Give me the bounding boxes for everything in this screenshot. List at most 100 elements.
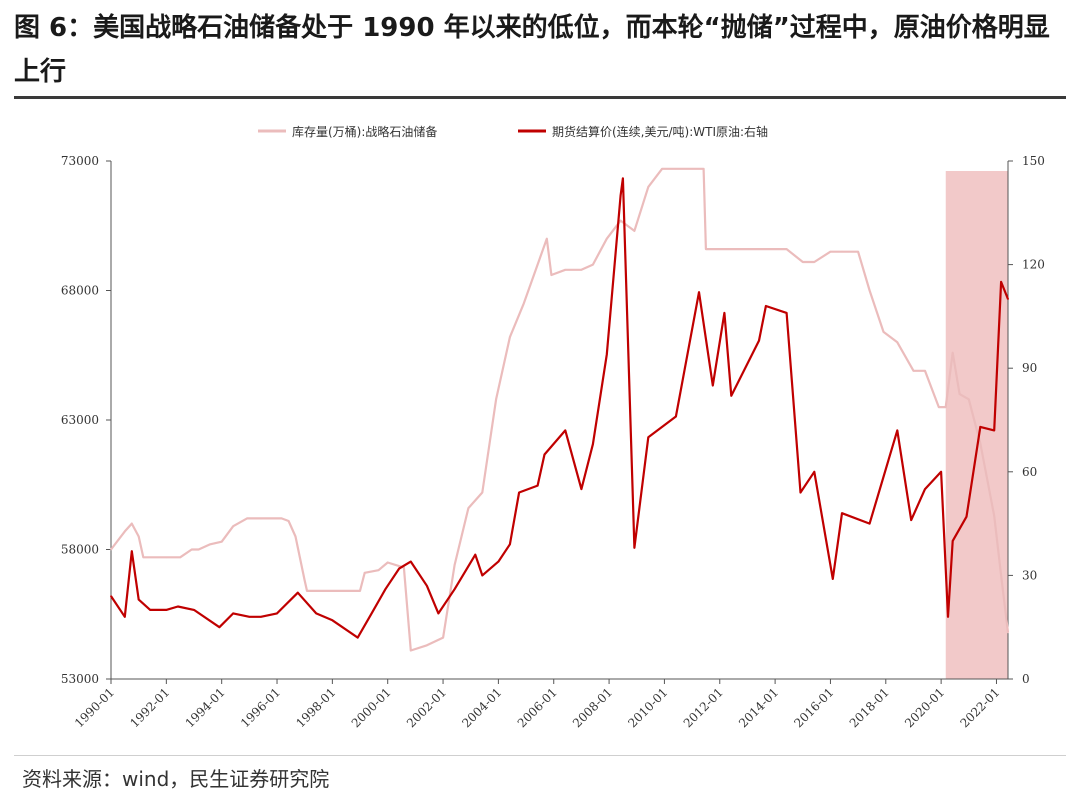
- series-point-spr: [912, 370, 915, 372]
- series-point-spr: [857, 250, 859, 253]
- series-point-wti: [165, 609, 168, 611]
- series-point-wti: [481, 574, 484, 577]
- series-point-wti: [712, 384, 714, 387]
- series-point-wti: [606, 353, 608, 356]
- series-point-wti: [384, 588, 387, 590]
- series-point-spr: [606, 237, 608, 240]
- series-point-spr: [702, 168, 705, 170]
- series-point-spr: [938, 406, 940, 408]
- series-point-wti: [232, 612, 234, 615]
- series-point-wti: [536, 484, 539, 487]
- series-point-spr: [619, 219, 622, 222]
- series-point-spr: [691, 168, 693, 170]
- series-point-spr: [363, 572, 366, 574]
- series-point-spr: [294, 535, 297, 538]
- series-point-spr: [453, 564, 456, 566]
- x-tick-label: 2020-01: [902, 685, 947, 730]
- series-point-spr: [550, 274, 553, 276]
- x-tick-label: 2016-01: [791, 685, 836, 730]
- x-tick-label: 1990-01: [72, 685, 117, 730]
- series-point-spr: [190, 548, 193, 551]
- series-point-spr: [979, 442, 982, 445]
- series-point-spr: [924, 370, 926, 372]
- series-point-spr: [260, 517, 262, 520]
- title-divider: [14, 96, 1066, 99]
- series-point-wti: [619, 194, 622, 197]
- series-point-spr: [110, 548, 112, 551]
- series-point-wti: [218, 626, 221, 628]
- series-point-wti: [799, 491, 802, 494]
- series-point-wti: [622, 177, 624, 180]
- series-point-wti: [356, 636, 359, 639]
- series-point-spr: [377, 569, 380, 571]
- series-point-spr: [246, 517, 248, 520]
- series-point-wti: [509, 543, 511, 546]
- source-divider: [14, 755, 1066, 756]
- series-point-wti: [910, 519, 912, 521]
- series-point-spr: [633, 230, 636, 232]
- series-point-spr: [467, 507, 470, 509]
- series-line-wti: [110, 177, 1010, 639]
- series-point-spr: [993, 515, 995, 517]
- series-point-wti: [730, 395, 733, 397]
- series-point-wti: [993, 429, 995, 432]
- series-point-spr: [359, 590, 361, 592]
- series-point-wti: [248, 616, 251, 618]
- x-tick-label: 2000-01: [349, 685, 394, 730]
- series-point-wti: [785, 312, 788, 314]
- series-point-wti: [979, 426, 982, 428]
- series-point-wti: [940, 471, 942, 473]
- x-tick-label: 1996-01: [238, 685, 283, 730]
- series-point-wti: [592, 443, 594, 446]
- series-point-spr: [124, 530, 126, 533]
- y-right-tick-label: 120: [1022, 258, 1045, 272]
- series-point-wti: [698, 291, 700, 294]
- series-point-spr: [197, 548, 200, 551]
- series-point-wti: [951, 540, 954, 542]
- series-point-wti: [297, 591, 299, 594]
- series-point-spr: [142, 556, 145, 559]
- y-right-tick-label: 90: [1022, 361, 1037, 375]
- series-point-spr: [131, 522, 133, 525]
- series-point-wti: [580, 488, 583, 490]
- series-point-spr: [958, 393, 961, 395]
- series-point-wti: [149, 609, 151, 611]
- series-point-wti: [647, 436, 650, 439]
- x-tick-label: 1998-01: [293, 685, 338, 730]
- series-point-spr: [276, 517, 278, 520]
- series-point-wti: [177, 605, 179, 608]
- series-point-wti: [813, 471, 816, 473]
- series-point-wti: [331, 619, 334, 622]
- series-point-spr: [220, 540, 223, 543]
- series-point-spr: [564, 269, 567, 271]
- series-point-wti: [131, 550, 133, 552]
- x-tick-label: 2004-01: [459, 685, 504, 730]
- series-point-wti: [518, 491, 520, 494]
- shaded-period: [945, 171, 1008, 679]
- series-point-wti: [137, 598, 140, 601]
- series-point-spr: [592, 263, 594, 266]
- y-left-tick-label: 63000: [61, 413, 99, 427]
- series-point-wti: [398, 567, 401, 570]
- y-left-tick-label: 68000: [61, 284, 99, 298]
- y-right-tick-label: 150: [1022, 154, 1045, 168]
- series-point-spr: [868, 289, 871, 292]
- series-point-wti: [841, 512, 843, 514]
- x-tick-label: 2018-01: [847, 685, 892, 730]
- series-point-spr: [813, 261, 816, 263]
- figure-title: 图 6：美国战略石油储备处于 1990 年以来的低位，而本轮“抛储”过程中，原油…: [14, 13, 1050, 87]
- series-point-spr: [303, 579, 306, 582]
- x-tick-label: 2022-01: [957, 685, 1002, 730]
- y-left-tick-label: 58000: [61, 543, 99, 557]
- series-point-spr: [179, 556, 181, 559]
- series-point-spr: [758, 248, 760, 250]
- series-point-spr: [705, 248, 707, 250]
- series-point-spr: [661, 168, 663, 170]
- series-point-spr: [137, 535, 140, 538]
- series-point-wti: [564, 429, 567, 432]
- series-point-spr: [287, 520, 290, 522]
- series-point-spr: [968, 398, 970, 401]
- legend: 库存量(万桶):战略石油储备 期货结算价(连续,美元/吨):WTI原油:右轴: [258, 124, 768, 139]
- series-point-wti: [1007, 298, 1009, 300]
- series-point-spr: [320, 590, 322, 592]
